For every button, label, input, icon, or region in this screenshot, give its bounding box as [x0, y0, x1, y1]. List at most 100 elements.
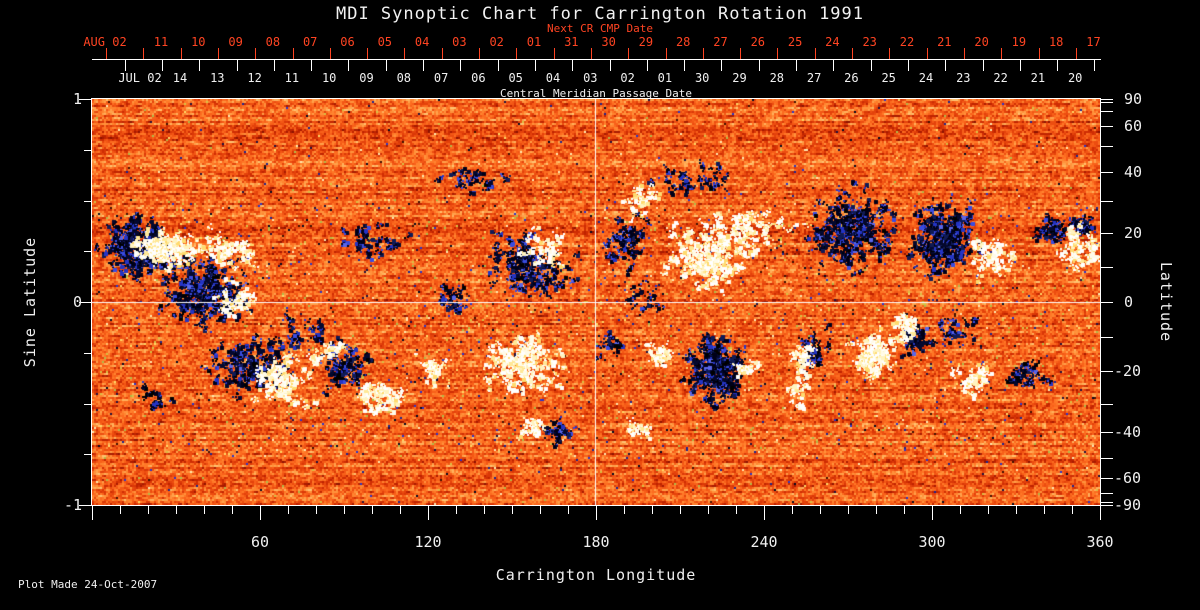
longitude-tick-label: 240 — [750, 533, 778, 551]
longitude-tick — [400, 506, 401, 514]
cmp-tick — [796, 60, 798, 71]
next-cr-tick — [740, 48, 742, 59]
next-cr-day-label: 19 — [1011, 35, 1027, 49]
next-cr-tick — [367, 48, 369, 59]
cmp-day-label: 10 — [321, 71, 337, 85]
cmp-day-label: 01 — [657, 71, 673, 85]
next-cr-tick — [479, 48, 480, 59]
map-frame — [91, 98, 1101, 506]
latitude-tick — [1101, 505, 1113, 506]
cmp-tick — [236, 60, 238, 71]
cmp-tick — [833, 60, 835, 71]
next-cr-tick — [329, 48, 331, 59]
latitude-tick-label: 20 — [1124, 223, 1143, 242]
next-cr-tick — [926, 48, 928, 59]
sine-latitude-tick — [84, 352, 92, 354]
sine-latitude-tick — [79, 302, 92, 303]
next-cr-day-label: 03 — [452, 35, 467, 49]
next-cr-day-label: 09 — [228, 35, 243, 49]
cmp-day-label: 02 — [620, 71, 635, 85]
sine-latitude-tick — [84, 454, 92, 456]
longitude-tick — [624, 506, 625, 514]
longitude-tick-label: 300 — [918, 533, 946, 551]
latitude-tick — [1101, 457, 1113, 459]
longitude-tick — [652, 506, 653, 514]
longitude-tick — [148, 506, 149, 514]
next-cr-day-label: 25 — [787, 35, 803, 49]
longitude-tick — [708, 506, 709, 514]
cmp-day-label: 26 — [844, 71, 859, 85]
cmp-tick — [348, 60, 350, 71]
longitude-tick — [540, 506, 541, 514]
cmp-tick — [385, 60, 387, 71]
next-cr-day-label: 30 — [601, 35, 616, 49]
latitude-tick — [1101, 432, 1113, 434]
longitude-tick — [960, 506, 961, 514]
latitude-axis-title: Latitude — [1157, 261, 1175, 343]
cmp-tick — [161, 60, 163, 71]
longitude-tick — [848, 506, 849, 514]
next-cr-month-label: AUG 02 — [83, 35, 127, 49]
magnetogram-canvas — [92, 99, 1100, 505]
cmp-day-label: 29 — [732, 71, 747, 85]
latitude-tick — [1101, 371, 1113, 373]
next-cr-day-label: 02 — [489, 35, 504, 49]
longitude-tick — [904, 506, 905, 514]
next-cr-tick — [441, 48, 443, 59]
next-cr-tick — [702, 48, 704, 59]
next-cr-day-label: 04 — [414, 35, 430, 49]
longitude-tick-label: 180 — [582, 533, 610, 551]
next-cr-tick — [777, 48, 779, 59]
latitude-tick-label: -40 — [1114, 423, 1142, 442]
next-cr-tick — [292, 48, 294, 59]
longitude-tick — [792, 506, 793, 514]
next-cr-day-label: 22 — [899, 35, 915, 49]
next-cr-day-label: 29 — [638, 35, 654, 49]
next-cr-tick — [553, 48, 555, 59]
next-cr-day-label: 21 — [937, 35, 952, 49]
next-cr-day-label: 27 — [713, 35, 728, 49]
longitude-tick — [484, 506, 485, 514]
cmp-day-label: 30 — [694, 71, 710, 85]
latitude-tick — [1101, 99, 1113, 100]
next-cr-day-label: 11 — [153, 35, 169, 49]
next-cr-day-label: 06 — [340, 35, 355, 49]
next-cr-tick — [180, 48, 182, 59]
next-cr-tick — [852, 48, 853, 59]
cmp-day-label: 07 — [433, 71, 449, 85]
cmp-tick — [870, 60, 872, 71]
cmp-tick — [945, 60, 947, 71]
central-meridian-passage-date-label: Central Meridian Passage Date — [499, 87, 693, 100]
longitude-tick — [876, 506, 877, 514]
next-cr-tick — [590, 48, 592, 59]
cmp-day-label: 14 — [172, 71, 188, 85]
next-cr-tick — [255, 48, 257, 59]
carrington-longitude-axis-title: Carrington Longitude — [495, 566, 697, 584]
cmp-month-label: JUL 02 — [118, 71, 162, 85]
longitude-tick — [568, 506, 569, 514]
sine-latitude-tick-label: -1 — [63, 496, 82, 514]
latitude-tick-label: 90 — [1124, 90, 1143, 108]
next-cr-day-label: 31 — [564, 35, 579, 49]
longitude-tick — [176, 506, 177, 514]
longitude-tick — [764, 506, 765, 520]
latitude-tick-label: 0 — [1124, 293, 1134, 311]
latitude-tick — [1101, 477, 1113, 479]
latitude-tick — [1101, 111, 1113, 113]
latitude-tick — [1101, 492, 1113, 494]
latitude-tick — [1101, 102, 1113, 104]
next-cr-tick — [106, 48, 107, 59]
cmp-tick — [684, 60, 686, 71]
next-cr-tick — [1075, 48, 1077, 59]
longitude-tick — [344, 506, 345, 514]
cmp-tick — [423, 60, 425, 71]
next-cr-day-label: 05 — [377, 35, 393, 49]
latitude-tick — [1101, 232, 1113, 234]
cmp-day-label: 20 — [1067, 71, 1083, 85]
longitude-tick — [736, 506, 737, 514]
cmp-day-label: 03 — [583, 71, 598, 85]
cmp-day-label: 12 — [247, 71, 262, 85]
next-cr-tick — [889, 48, 891, 59]
next-cr-day-label: 18 — [1048, 35, 1064, 49]
